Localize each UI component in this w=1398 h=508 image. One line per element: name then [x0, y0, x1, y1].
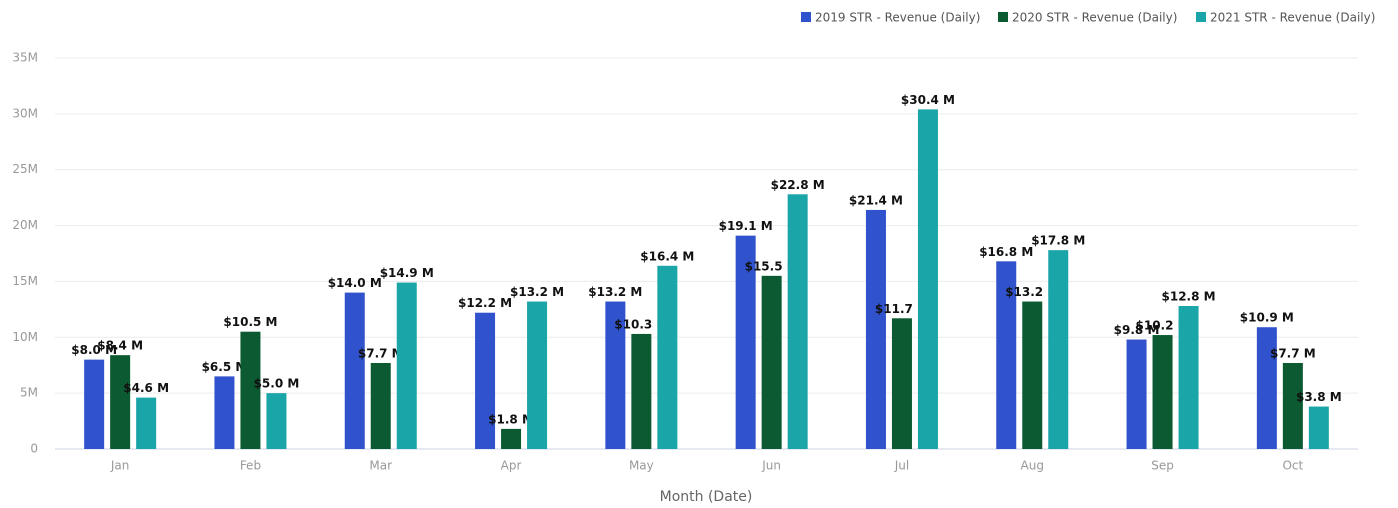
bar	[370, 362, 391, 449]
bar	[501, 428, 522, 449]
bar	[917, 109, 938, 449]
legend-swatch	[998, 12, 1008, 22]
y-tick-label: 0	[30, 442, 38, 456]
data-label: $1.8 M	[488, 412, 534, 426]
data-label: $8.4 M	[97, 339, 143, 353]
data-label: $10.9 M	[1240, 311, 1294, 325]
data-label: $10.5 M	[223, 315, 277, 329]
bar	[266, 393, 287, 449]
bar	[1048, 250, 1069, 449]
bar	[761, 275, 782, 449]
data-label: $7.7 M	[1270, 346, 1316, 360]
data-label: $7.7 M	[358, 346, 404, 360]
bar	[136, 397, 157, 449]
x-tick-label: Jan	[110, 459, 130, 473]
bar	[1022, 301, 1043, 449]
data-label: $4.6 M	[123, 381, 169, 395]
bar	[240, 331, 261, 449]
data-label: $13.2 M	[510, 285, 564, 299]
bar	[527, 301, 548, 449]
bar	[657, 265, 678, 449]
bar	[1152, 335, 1173, 449]
data-label: $13.2 M	[588, 285, 642, 299]
legend-swatch	[1196, 12, 1206, 22]
legend-label: 2020 STR - Revenue (Daily)	[1012, 11, 1177, 25]
data-label: $6.5 M	[202, 360, 248, 374]
y-tick-label: 15M	[12, 274, 38, 288]
data-label: $11.7 M	[875, 302, 929, 316]
x-tick-label: Feb	[240, 459, 261, 473]
data-label: $9.8 M	[1114, 323, 1160, 337]
y-tick-label: 5M	[20, 386, 38, 400]
data-label: $13.2 M	[1005, 285, 1059, 299]
x-tick-label: Sep	[1151, 459, 1174, 473]
bar	[1282, 362, 1303, 449]
bar	[84, 359, 105, 449]
bar	[1256, 327, 1277, 449]
y-tick-label: 30M	[12, 106, 38, 120]
bar	[1126, 339, 1147, 449]
bar	[344, 292, 365, 449]
data-label: $12.8 M	[1162, 290, 1216, 304]
data-label: $22.8 M	[771, 178, 825, 192]
y-tick-label: 10M	[12, 330, 38, 344]
bar	[891, 318, 912, 449]
x-axis-title: Month (Date)	[660, 489, 753, 505]
data-label: $21.4 M	[849, 193, 903, 207]
legend-label: 2021 STR - Revenue (Daily)	[1210, 11, 1375, 25]
x-tick-label: Apr	[501, 459, 522, 473]
legend-swatch	[801, 12, 811, 22]
bar	[605, 301, 626, 449]
data-label: $16.8 M	[979, 245, 1033, 259]
data-label: $10.3 M	[614, 317, 668, 331]
bar	[214, 376, 235, 449]
y-tick-label: 35M	[12, 51, 38, 65]
x-tick-label: Aug	[1021, 459, 1044, 473]
data-label: $19.1 M	[719, 219, 773, 233]
legend-label: 2019 STR - Revenue (Daily)	[815, 11, 980, 25]
data-label: $12.2 M	[458, 296, 512, 310]
data-label: $8.0 M	[71, 343, 117, 357]
x-tick-label: Mar	[369, 459, 392, 473]
data-label: $14.9 M	[380, 266, 434, 280]
data-label: $5.0 M	[254, 377, 300, 391]
bar	[110, 355, 131, 449]
bar	[1178, 306, 1199, 449]
data-label: $30.4 M	[901, 93, 955, 107]
bar	[735, 235, 756, 449]
data-label: $14.0 M	[328, 276, 382, 290]
data-label: $17.8 M	[1031, 234, 1085, 248]
data-label: $16.4 M	[640, 249, 694, 263]
bar	[631, 333, 652, 449]
bar	[865, 209, 886, 449]
x-tick-label: May	[629, 459, 654, 473]
data-label: $10.2 M	[1136, 319, 1190, 333]
bar	[787, 194, 808, 449]
x-tick-label: Jul	[894, 459, 909, 473]
bar	[396, 282, 417, 449]
bar	[475, 312, 496, 449]
y-tick-label: 25M	[12, 162, 38, 176]
bar	[1308, 406, 1329, 449]
data-label: $15.5 M	[745, 259, 799, 273]
y-tick-label: 20M	[12, 218, 38, 232]
data-label: $3.8 M	[1296, 390, 1342, 404]
x-tick-label: Oct	[1282, 459, 1303, 473]
bar	[996, 261, 1017, 449]
x-tick-label: Jun	[761, 459, 781, 473]
